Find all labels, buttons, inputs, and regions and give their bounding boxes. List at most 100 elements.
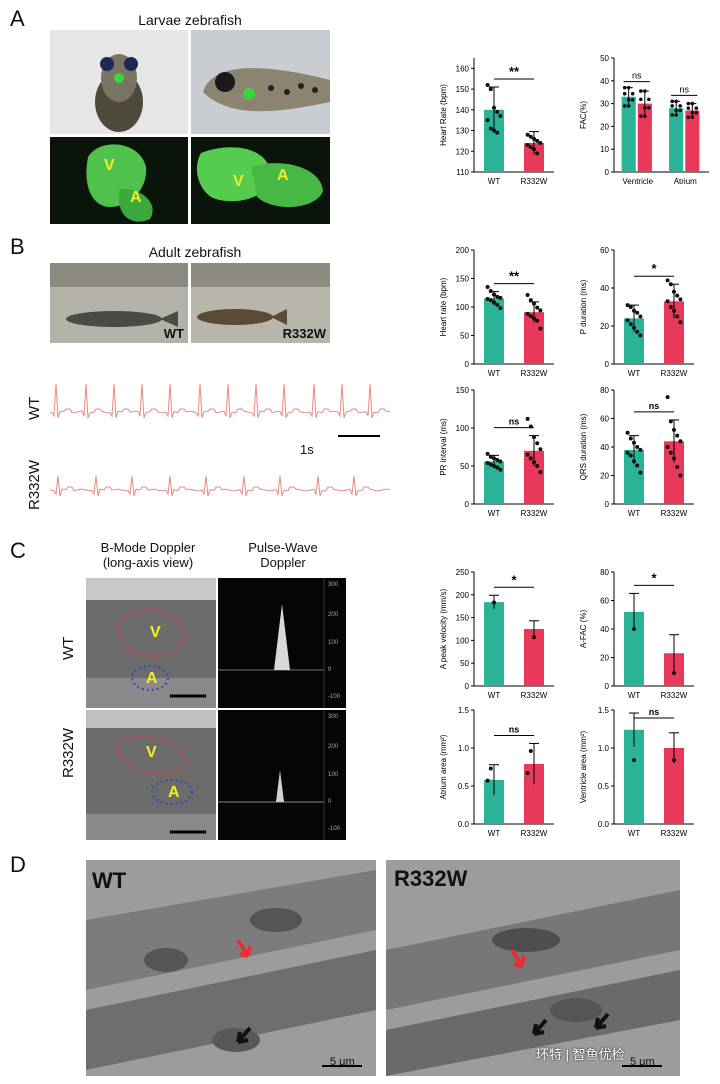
y-axis-label: Heart rate (bpm) bbox=[439, 277, 448, 336]
x-tick-label: R332W bbox=[521, 369, 548, 378]
em-scale-label: 5 μm bbox=[630, 1056, 655, 1068]
pw-tick: 0 bbox=[328, 667, 332, 673]
data-point bbox=[538, 308, 543, 313]
data-point bbox=[528, 456, 533, 461]
larva-heart-fluorescence-1: V A bbox=[50, 137, 188, 224]
larva-heart-fluorescence-2: V A bbox=[191, 137, 330, 224]
x-tick-label: R332W bbox=[661, 509, 688, 518]
data-point bbox=[625, 318, 630, 323]
y-tick-label: 140 bbox=[456, 106, 470, 115]
data-point bbox=[488, 462, 493, 467]
data-point bbox=[528, 145, 533, 150]
pw-tick: -100 bbox=[328, 826, 341, 832]
chart-a-heart-rate: 110 120 130 140 150 160 Heart Rate (bpm) WT R332… bbox=[430, 48, 560, 203]
data-point bbox=[495, 109, 500, 114]
data-point bbox=[632, 459, 636, 464]
data-point bbox=[485, 297, 490, 302]
data-point bbox=[535, 441, 540, 446]
data-point bbox=[488, 298, 493, 303]
data-point bbox=[528, 134, 533, 139]
chart-b-heart-rate: 0 50 100 150 200 Heart rate (bpm) WT R332W ** bbox=[430, 240, 560, 395]
data-point bbox=[686, 101, 691, 106]
bar bbox=[524, 312, 544, 364]
data-point bbox=[485, 460, 490, 465]
y-tick-label: 0.5 bbox=[458, 782, 470, 791]
bar bbox=[484, 298, 504, 364]
data-point bbox=[675, 314, 680, 319]
data-point bbox=[635, 310, 640, 315]
y-tick-label: 60 bbox=[600, 597, 609, 606]
data-point bbox=[672, 289, 676, 294]
significance-label: * bbox=[651, 570, 657, 585]
data-point bbox=[532, 301, 536, 306]
data-point bbox=[535, 305, 540, 310]
data-point bbox=[675, 433, 680, 438]
data-point bbox=[647, 97, 651, 102]
data-point bbox=[525, 416, 530, 421]
pw-tick: 100 bbox=[328, 772, 339, 778]
data-point bbox=[665, 395, 670, 400]
panel-b-title: Adult zebrafish bbox=[148, 244, 242, 260]
y-tick-label: 50 bbox=[460, 332, 469, 341]
pw-doppler-r332w: 300 200 100 0 -100 bbox=[218, 710, 346, 840]
data-point bbox=[492, 300, 496, 305]
ecg-traces bbox=[50, 383, 391, 497]
data-point bbox=[672, 456, 676, 461]
bar bbox=[624, 449, 644, 504]
data-point bbox=[674, 99, 678, 104]
x-tick-label: R332W bbox=[521, 177, 548, 186]
larva-lateral-image bbox=[191, 30, 330, 134]
data-point bbox=[668, 305, 673, 309]
data-point bbox=[674, 108, 678, 113]
data-point bbox=[495, 294, 500, 299]
bar bbox=[664, 441, 684, 504]
data-point bbox=[678, 439, 683, 444]
y-tick-label: 20 bbox=[600, 122, 609, 131]
x-tick-label: WT bbox=[628, 829, 641, 838]
chart-b-p-duration: 0 20 40 60 P duration (ms) WT R332W * bbox=[570, 240, 700, 395]
adult-wt-photo: WT bbox=[50, 263, 188, 343]
significance-label: ns bbox=[679, 84, 689, 94]
pw-tick: 200 bbox=[328, 612, 339, 618]
data-point bbox=[525, 293, 530, 298]
data-point bbox=[485, 118, 490, 123]
x-tick-label: WT bbox=[628, 369, 641, 378]
significance-label: ns bbox=[509, 724, 520, 734]
data-point bbox=[694, 106, 699, 110]
significance-label: * bbox=[651, 261, 657, 276]
y-tick-label: 0 bbox=[605, 682, 610, 691]
y-tick-label: 200 bbox=[456, 591, 470, 600]
data-point bbox=[525, 143, 530, 148]
y-tick-label: 80 bbox=[600, 568, 609, 577]
bar bbox=[621, 96, 636, 172]
data-point bbox=[675, 464, 680, 469]
significance-label: ns bbox=[632, 71, 642, 81]
data-point bbox=[485, 285, 490, 290]
y-tick-label: 0 bbox=[605, 168, 610, 177]
y-tick-label: 0 bbox=[465, 682, 470, 691]
data-point bbox=[628, 305, 633, 309]
data-point bbox=[498, 306, 503, 311]
y-tick-label: 40 bbox=[600, 625, 609, 634]
data-point bbox=[643, 105, 647, 110]
chart-c-atrium-area: 0.0 0.5 1.0 1.5 Atrium area (mm²) WT R332W ns bbox=[430, 700, 560, 855]
y-tick-label: 80 bbox=[600, 386, 609, 395]
data-point bbox=[498, 459, 503, 464]
em-scale-label: 5 μm bbox=[330, 1056, 355, 1068]
significance-label: ** bbox=[509, 269, 520, 284]
data-point bbox=[525, 311, 530, 316]
data-point bbox=[630, 91, 635, 96]
data-point bbox=[678, 473, 683, 478]
y-tick-label: 150 bbox=[456, 85, 470, 94]
data-point bbox=[678, 297, 683, 302]
pw-tick: 0 bbox=[328, 799, 332, 805]
bar bbox=[624, 611, 644, 686]
x-tick-label: WT bbox=[488, 829, 501, 838]
y-tick-label: 30 bbox=[600, 100, 609, 109]
x-tick-label: R332W bbox=[661, 829, 688, 838]
data-point bbox=[532, 147, 536, 152]
bar bbox=[524, 142, 544, 172]
y-tick-label: 60 bbox=[600, 246, 609, 255]
bar bbox=[524, 629, 544, 686]
trace-label-wt: WT bbox=[26, 396, 43, 420]
